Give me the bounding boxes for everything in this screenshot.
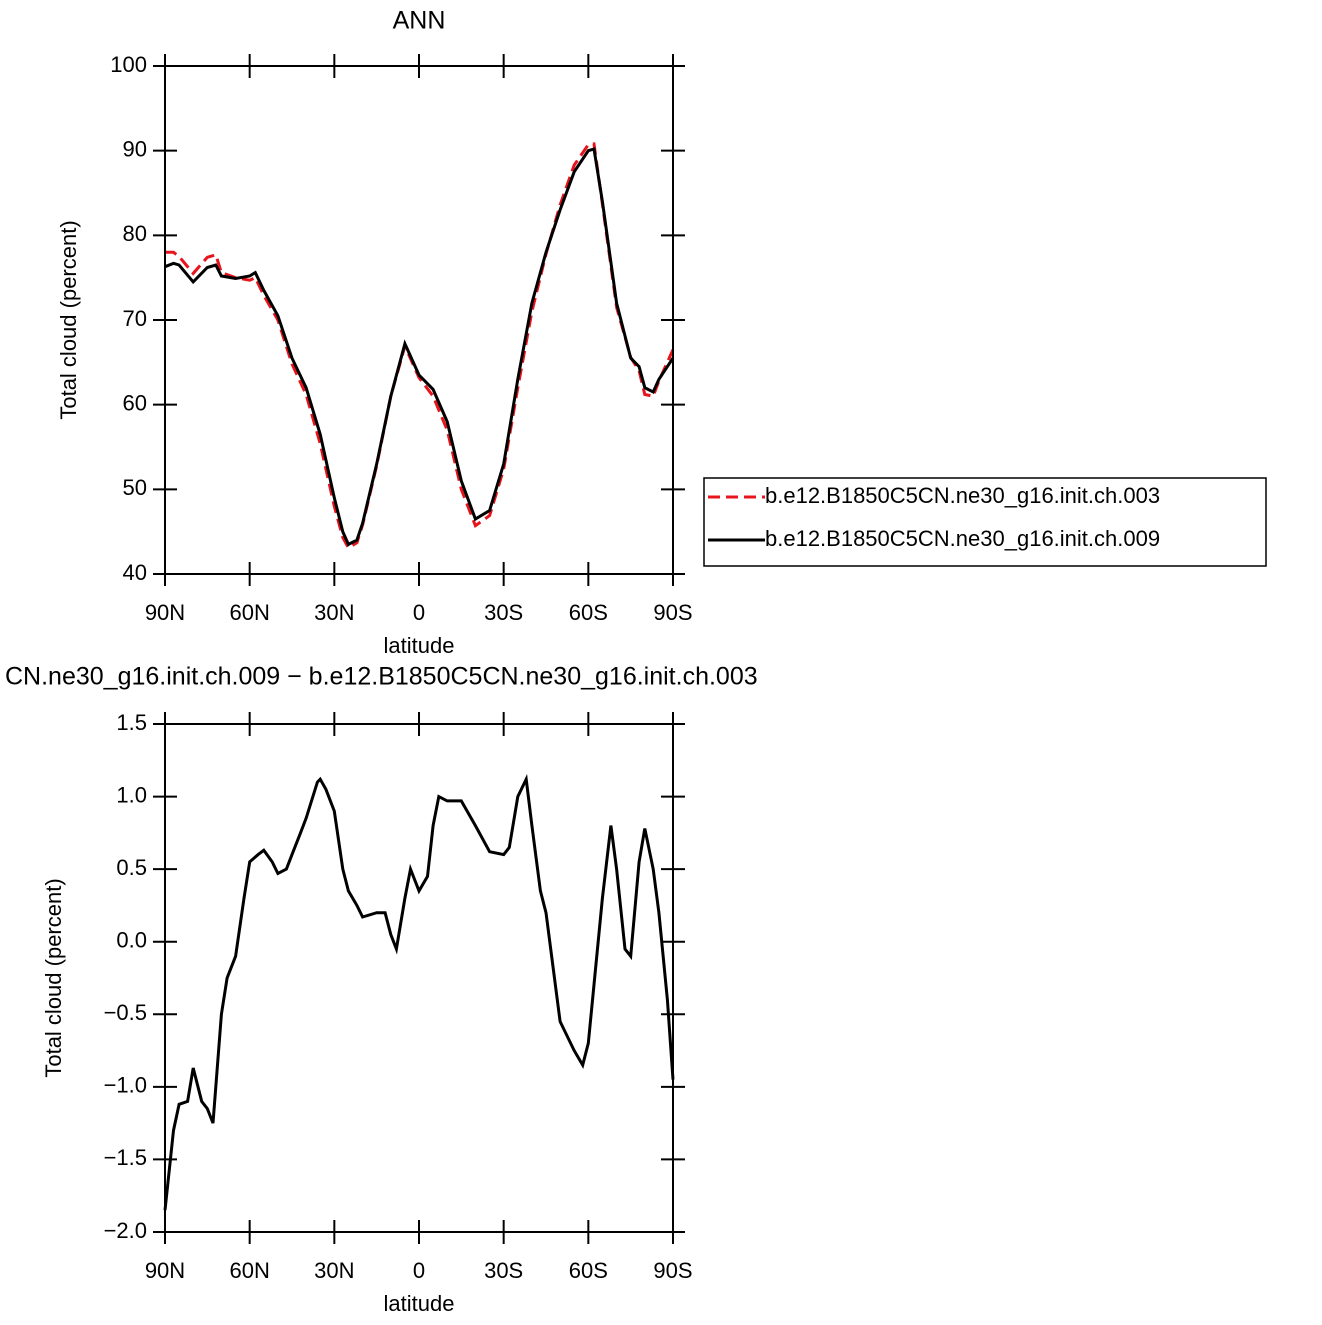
x-tick-label: 30N: [314, 1258, 354, 1283]
y-tick-label: 1.0: [116, 782, 147, 807]
x-tick-label: 60N: [229, 1258, 269, 1283]
y-tick-label: 0.0: [116, 928, 147, 953]
x-tick-label: 30S: [484, 1258, 523, 1283]
data-line: [164, 147, 675, 547]
x-tick-label: 30S: [484, 600, 523, 625]
plot-frame: [164, 723, 674, 1233]
x-tick-label: 90N: [145, 600, 185, 625]
y-tick-label: 100: [110, 52, 147, 77]
x-tick-label: 60S: [569, 600, 608, 625]
data-line: [165, 142, 675, 550]
legend-label: b.e12.B1850C5CN.ne30_g16.init.ch.003: [765, 483, 1160, 508]
y-tick-label: 80: [123, 221, 147, 246]
y-axis-label: Total cloud (percent): [41, 878, 66, 1077]
plot-frame: [164, 65, 674, 575]
x-tick-label: 90S: [653, 1258, 692, 1283]
y-tick-label: 1.5: [116, 710, 147, 735]
y-tick-label: −2.0: [104, 1218, 147, 1243]
y-tick-label: −0.5: [104, 1000, 147, 1025]
legend-label: b.e12.B1850C5CN.ne30_g16.init.ch.009: [765, 526, 1160, 551]
y-axis-label: Total cloud (percent): [56, 220, 81, 419]
y-tick-label: −1.5: [104, 1145, 147, 1170]
x-tick-label: 30N: [314, 600, 354, 625]
data-line: [163, 773, 675, 1211]
y-tick-label: 50: [123, 475, 147, 500]
chart-title: CN.ne30_g16.init.ch.009 − b.e12.B1850C5C…: [5, 663, 758, 691]
x-axis-label: latitude: [384, 633, 455, 658]
y-tick-label: 70: [123, 306, 147, 331]
x-axis-label: latitude: [384, 1291, 455, 1316]
chart-title: ANN: [393, 7, 446, 35]
x-tick-label: 90N: [145, 1258, 185, 1283]
x-tick-label: 60S: [569, 1258, 608, 1283]
legend-box: [703, 477, 1267, 567]
x-tick-label: 90S: [653, 600, 692, 625]
y-tick-label: 90: [123, 136, 147, 161]
x-tick-label: 60N: [229, 600, 269, 625]
x-tick-label: 0: [413, 600, 425, 625]
y-tick-label: 0.5: [116, 855, 147, 880]
y-tick-label: −1.0: [104, 1073, 147, 1098]
x-tick-label: 0: [413, 1258, 425, 1283]
y-tick-label: 60: [123, 390, 147, 415]
y-tick-label: 40: [123, 560, 147, 585]
